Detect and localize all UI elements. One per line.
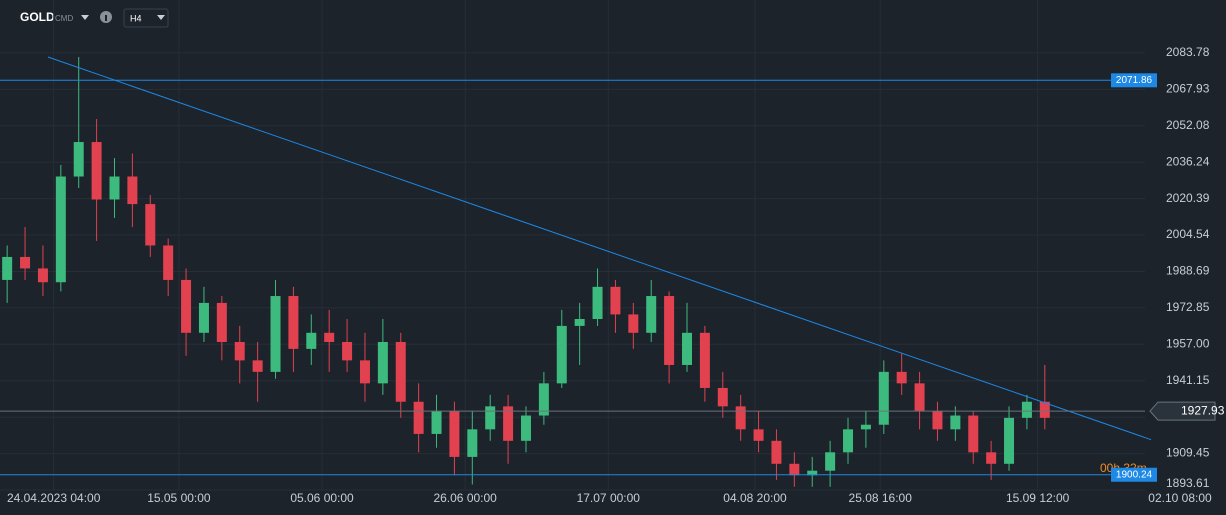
- current-price-label: 1927.93: [1181, 403, 1225, 417]
- x-tick-label: 17.07 00:00: [577, 491, 641, 505]
- candle-body: [753, 429, 764, 441]
- timeframe-dropdown[interactable]: [157, 15, 165, 20]
- candle-body: [109, 176, 120, 200]
- y-tick-label: 2004.54: [1166, 227, 1210, 241]
- candle-body: [878, 371, 889, 425]
- candle-body: [127, 176, 138, 205]
- candle-body: [395, 341, 406, 402]
- level-label: 2071.86: [1116, 75, 1153, 86]
- candle-body: [324, 332, 335, 342]
- candle-body: [592, 286, 603, 320]
- x-tick-label: 15.09 12:00: [1006, 491, 1070, 505]
- x-tick-label: 24.04.2023 04:00: [7, 491, 101, 505]
- candle-body: [252, 360, 263, 372]
- candle-body: [610, 286, 621, 315]
- candle-body: [1021, 401, 1032, 418]
- candle-body: [789, 463, 800, 476]
- candle-body: [843, 429, 854, 453]
- candle-body: [825, 452, 836, 471]
- timeframe-box[interactable]: [123, 8, 169, 28]
- x-tick-label: 26.06 00:00: [433, 491, 497, 505]
- candle-body: [520, 415, 531, 441]
- candle-body: [1039, 401, 1050, 418]
- candle-body: [73, 142, 84, 177]
- candle-body: [699, 332, 710, 388]
- candle-body: [807, 470, 818, 476]
- candle-body: [342, 341, 353, 361]
- y-tick-label: 2052.08: [1166, 118, 1210, 132]
- candle-body: [646, 296, 657, 333]
- symbol-dropdown[interactable]: [81, 15, 89, 20]
- candle-body: [91, 142, 102, 200]
- candle-body: [181, 279, 192, 333]
- info-glyph: [105, 15, 107, 21]
- candle-body: [860, 424, 871, 430]
- candle-body: [55, 176, 66, 283]
- candle-body: [145, 204, 156, 246]
- candle-body: [717, 387, 728, 407]
- x-tick-label: 04.08 20:00: [723, 491, 787, 505]
- level-label: 1900.24: [1116, 469, 1153, 480]
- level-tag: [1111, 467, 1157, 482]
- market: CMD: [55, 14, 73, 23]
- current-price-tag: [1149, 401, 1216, 421]
- y-tick-label: 1988.69: [1166, 264, 1210, 278]
- y-tick-label: 2036.24: [1166, 154, 1210, 168]
- candle-body: [986, 452, 997, 464]
- y-tick-label: 2083.78: [1166, 45, 1210, 59]
- candle-body: [1004, 417, 1015, 464]
- candle-body: [449, 410, 460, 457]
- candle-body: [377, 341, 388, 384]
- candle-body: [288, 296, 299, 349]
- y-tick-label: 1957.00: [1166, 336, 1210, 350]
- candle-body: [216, 302, 227, 342]
- timeframe: H4: [130, 13, 142, 23]
- candle-body: [932, 410, 943, 430]
- candle-body: [574, 319, 585, 326]
- x-tick-label: 02.10 08:00: [1148, 491, 1212, 505]
- level-tag: [1111, 73, 1157, 88]
- y-tick-label: 1941.15: [1166, 373, 1210, 387]
- symbol[interactable]: GOLD: [20, 10, 55, 24]
- candle-body: [234, 341, 245, 361]
- y-tick-label: 1893.61: [1166, 476, 1210, 490]
- candle-body: [2, 256, 13, 280]
- candle-body: [556, 325, 567, 384]
- x-tick-label: 15.05 00:00: [147, 491, 211, 505]
- candle-body: [968, 415, 979, 453]
- candle-body: [896, 371, 907, 384]
- y-tick-label: 1909.45: [1166, 446, 1210, 460]
- candle-body: [413, 401, 424, 434]
- candle-body: [198, 302, 209, 333]
- y-tick-label: 2020.39: [1166, 191, 1210, 205]
- candle-body: [503, 406, 514, 441]
- candle-body: [950, 415, 961, 430]
- candle-body: [735, 406, 746, 430]
- candle-body: [359, 360, 370, 384]
- candle-body: [664, 296, 675, 365]
- candle-body: [771, 440, 782, 464]
- candle-body: [914, 383, 925, 411]
- trendline: [47, 56, 1152, 441]
- y-tick-label: 1972.85: [1166, 300, 1210, 314]
- candle-body: [628, 314, 639, 333]
- candle-body: [163, 245, 174, 280]
- candle-body: [270, 296, 281, 372]
- candle-body: [467, 429, 478, 457]
- candle-body: [431, 410, 442, 434]
- candle-body: [306, 332, 317, 349]
- x-tick-label: 05.06 00:00: [290, 491, 354, 505]
- candle-body: [682, 332, 692, 365]
- candle-body: [20, 256, 31, 269]
- candle-body: [37, 268, 48, 283]
- candle-body: [538, 383, 549, 416]
- x-tick-label: 25.08 16:00: [849, 491, 913, 505]
- candle-body: [485, 406, 496, 430]
- y-tick-label: 2067.93: [1166, 82, 1210, 96]
